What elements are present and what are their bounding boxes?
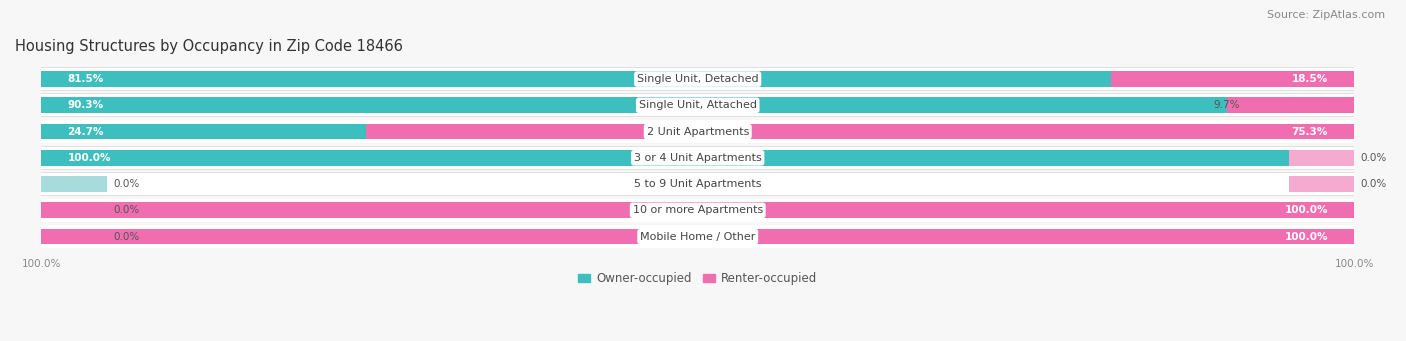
Bar [41, 229, 1354, 244]
Bar [41, 93, 1354, 117]
Bar [41, 150, 1354, 166]
Bar [41, 94, 1354, 117]
Text: 90.3%: 90.3% [67, 100, 104, 110]
Bar [41, 225, 1354, 249]
Bar [41, 71, 1111, 87]
Text: 10 or more Apartments: 10 or more Apartments [633, 205, 763, 216]
Bar [41, 225, 1354, 248]
Text: 100.0%: 100.0% [67, 153, 111, 163]
Bar [41, 173, 1354, 195]
Bar [41, 120, 1354, 143]
Bar [41, 176, 107, 192]
Bar [1288, 150, 1354, 166]
Text: Source: ZipAtlas.com: Source: ZipAtlas.com [1267, 10, 1385, 20]
Bar [41, 198, 1354, 222]
Bar [41, 172, 1354, 196]
Text: Single Unit, Detached: Single Unit, Detached [637, 74, 759, 84]
Bar [41, 203, 1354, 218]
Bar [41, 124, 366, 139]
Bar [1227, 98, 1354, 113]
Legend: Owner-occupied, Renter-occupied: Owner-occupied, Renter-occupied [574, 267, 823, 290]
Text: 81.5%: 81.5% [67, 74, 104, 84]
Text: 2 Unit Apartments: 2 Unit Apartments [647, 127, 749, 136]
Bar [41, 68, 1354, 90]
Bar [41, 229, 107, 244]
Text: 0.0%: 0.0% [1361, 153, 1388, 163]
Text: 100.0%: 100.0% [1285, 232, 1327, 242]
Bar [1111, 71, 1354, 87]
Text: 24.7%: 24.7% [67, 127, 104, 136]
Bar [41, 147, 1354, 169]
Bar [366, 124, 1354, 139]
Bar [41, 146, 1354, 169]
Text: Single Unit, Attached: Single Unit, Attached [638, 100, 756, 110]
Bar [41, 199, 1354, 222]
Text: 0.0%: 0.0% [114, 232, 139, 242]
Bar [41, 120, 1354, 143]
Text: 75.3%: 75.3% [1292, 127, 1327, 136]
Text: 9.7%: 9.7% [1213, 100, 1240, 110]
Text: 5 to 9 Unit Apartments: 5 to 9 Unit Apartments [634, 179, 762, 189]
Bar [1288, 176, 1354, 192]
Text: Housing Structures by Occupancy in Zip Code 18466: Housing Structures by Occupancy in Zip C… [15, 39, 404, 54]
Text: 3 or 4 Unit Apartments: 3 or 4 Unit Apartments [634, 153, 762, 163]
Text: 0.0%: 0.0% [114, 205, 139, 216]
Text: 0.0%: 0.0% [114, 179, 139, 189]
Text: 100.0%: 100.0% [1285, 205, 1327, 216]
Text: 18.5%: 18.5% [1292, 74, 1327, 84]
Bar [41, 67, 1354, 91]
Text: 0.0%: 0.0% [1361, 179, 1388, 189]
Bar [41, 98, 1227, 113]
Text: Mobile Home / Other: Mobile Home / Other [640, 232, 755, 242]
Bar [41, 203, 107, 218]
